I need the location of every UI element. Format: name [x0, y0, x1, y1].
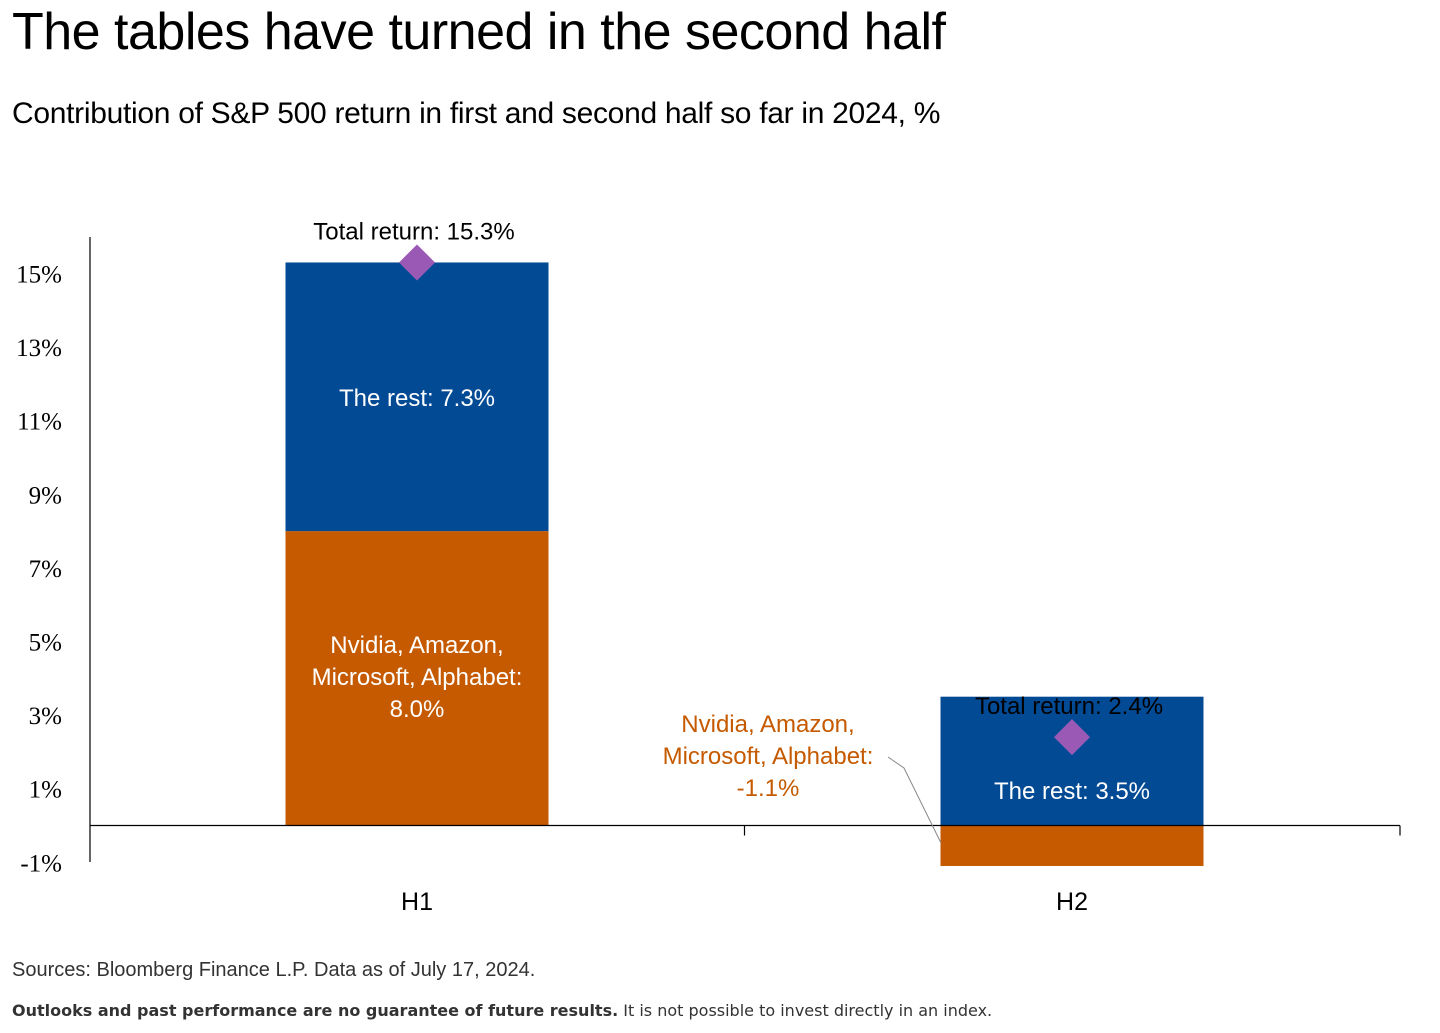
y-tick-label: 15% — [16, 262, 62, 289]
chart-subtitle: Contribution of S&P 500 return in first … — [12, 97, 941, 130]
segment-label-h1-mag4: Nvidia, Amazon, Microsoft, Alphabet: 8.0% — [312, 632, 523, 723]
disclaimer-text: It is not possible to invest directly in… — [618, 1001, 993, 1020]
segment-label-h1-rest: The rest: 7.3% — [339, 385, 495, 412]
y-tick-label: 7% — [29, 556, 62, 583]
bar-segment-h2-1 — [940, 696, 1204, 826]
y-tick-label: 1% — [29, 777, 62, 804]
y-tick-label: 5% — [29, 630, 62, 657]
y-tick-label: 11% — [17, 409, 62, 436]
bar-segment-h1-1 — [285, 262, 549, 532]
total-return-marker — [399, 244, 435, 281]
y-tick-label: 9% — [29, 482, 62, 509]
segment-label-h2-mag4: Nvidia, Amazon, Microsoft, Alphabet: -1.1% — [663, 711, 874, 802]
total-return-label: Total return: 15.3% — [313, 218, 514, 245]
segment-label-h2-rest: The rest: 3.5% — [994, 778, 1150, 805]
bar-segment-h1-0 — [285, 531, 549, 826]
total-return-label: Total return: 2.4% — [975, 693, 1163, 720]
disclaimer-bold: Outlooks and past performance are no gua… — [12, 1001, 619, 1020]
disclaimer-note: Outlooks and past performance are no gua… — [12, 999, 992, 1023]
stacked-bar-chart: 15% 13% 11% 9% 7% 5% 3% 1% -1% H1 H2 The rest: 7.3%… — [16, 218, 1401, 916]
x-category-label: H1 — [401, 888, 433, 916]
y-tick-label: -1% — [20, 850, 62, 877]
total-return-marker — [1054, 719, 1090, 756]
bar-segment-h2-0 — [940, 825, 1204, 866]
source-note: Sources: Bloomberg Finance L.P. Data as … — [12, 959, 536, 981]
chart-title: The tables have turned in the second hal… — [12, 3, 946, 61]
y-tick-label: 13% — [16, 335, 62, 362]
y-tick-label: 3% — [29, 703, 62, 730]
leader-line — [887, 756, 942, 844]
x-category-label: H2 — [1056, 888, 1088, 916]
